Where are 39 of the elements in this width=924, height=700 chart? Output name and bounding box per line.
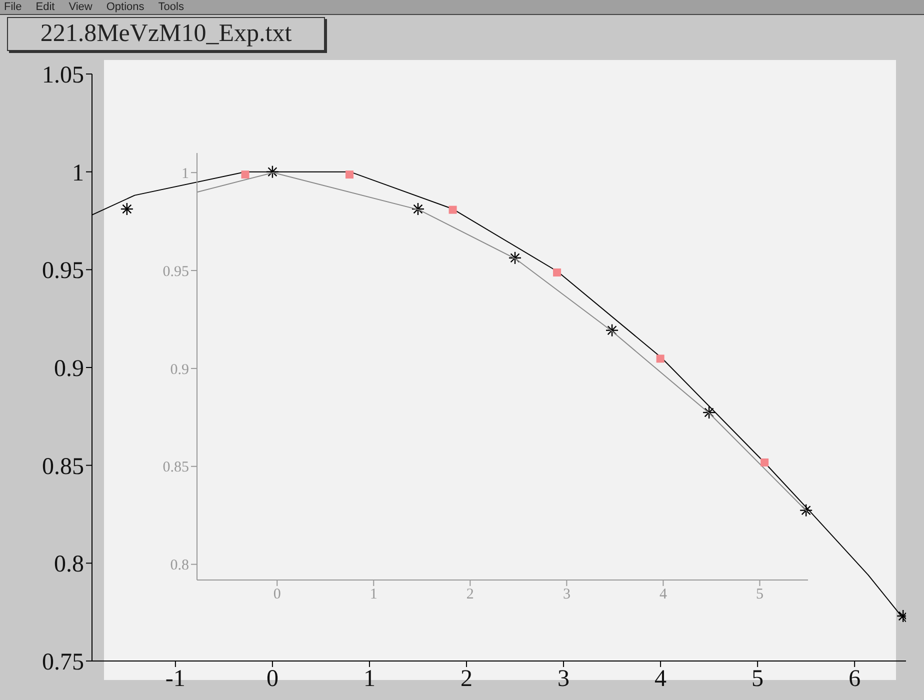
y-tick-label: 0.85 [162,460,189,476]
text: Tools [158,0,184,14]
y-tick-label: 0.9 [54,356,84,382]
x-tick-label: 1 [363,666,376,692]
y-tick-label: 0.8 [54,552,84,578]
x-tick-label: 5 [752,666,764,692]
x-tick-label: 4 [659,586,668,603]
x-tick-label: 2 [460,666,472,692]
x-tick-label: 1 [370,586,378,603]
point [656,354,664,363]
y-tick-label: 0.95 [42,258,84,284]
y-tick-label: 0.9 [170,362,189,378]
x-tick-label: 3 [562,586,570,603]
x-tick-label: 4 [654,666,667,692]
y-tick-label: 1 [182,166,189,182]
point [448,206,457,214]
text: File [4,0,22,14]
point [760,458,769,466]
text: View [68,0,92,14]
text: Edit [36,0,55,14]
x-tick-label: -1 [165,666,186,692]
x-tick-label: 0 [273,586,281,603]
line-series [197,172,808,512]
x-tick-label: 6 [848,666,861,692]
y-tick-label: 0.85 [42,454,84,480]
y-tick-label: 0.95 [162,264,189,280]
x-tick-label: 0 [266,666,278,692]
point [553,268,562,276]
x-tick-label: 5 [756,586,764,603]
point [346,170,354,179]
x-tick-label: 3 [558,666,570,692]
point [241,170,250,179]
text: Options [106,0,144,14]
y-tick-label: 1.05 [42,62,84,89]
y-tick-label: 0.75 [42,650,84,676]
y-tick-label: 0.8 [170,558,189,574]
x-tick-label: 2 [466,586,474,603]
chart-title: 221.8MeVzM10_Exp.txt [7,17,325,51]
y-tick-label: 1 [72,160,84,186]
